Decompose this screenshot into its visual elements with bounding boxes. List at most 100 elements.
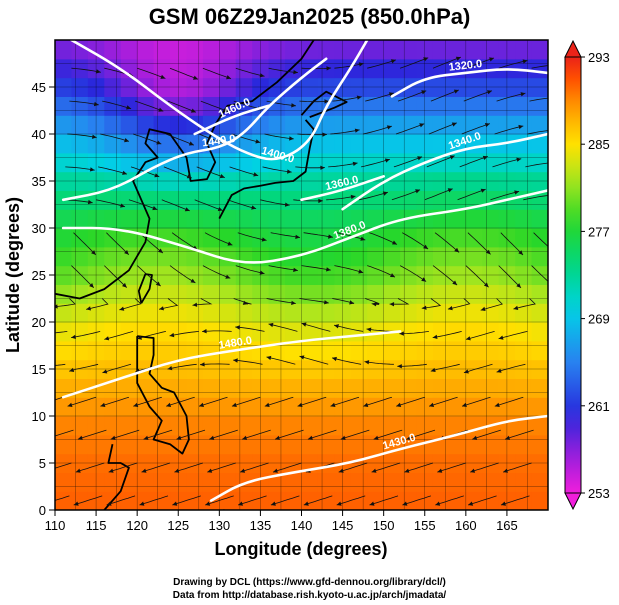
field-cell xyxy=(219,303,237,323)
field-cell xyxy=(71,359,89,379)
field-cell xyxy=(449,322,467,342)
field-cell xyxy=(350,115,368,135)
field-cell xyxy=(120,303,138,323)
field-cell xyxy=(482,303,500,323)
streamline-arrowhead xyxy=(514,190,520,195)
streamline xyxy=(336,232,366,241)
streamline-arrowhead xyxy=(141,468,147,473)
field-cell xyxy=(383,77,401,97)
field-cell xyxy=(482,96,500,116)
field-cell xyxy=(219,265,237,285)
field-cell xyxy=(515,40,533,60)
field-cell xyxy=(137,171,155,191)
field-cell xyxy=(285,491,303,510)
field-cell xyxy=(515,96,533,116)
streamline-arrowhead xyxy=(516,157,522,162)
field-cell xyxy=(367,472,385,492)
streamline-arrowhead xyxy=(324,99,329,104)
field-cell xyxy=(268,491,286,510)
streamline-arrowhead xyxy=(505,435,511,440)
streamline-arrowhead xyxy=(217,207,223,211)
field-cell xyxy=(137,340,155,361)
streamline xyxy=(77,429,107,440)
field-cell xyxy=(219,228,237,248)
field-cell xyxy=(498,397,516,417)
field-cell xyxy=(531,491,548,510)
field-cell xyxy=(334,77,352,97)
y-tick-label: 10 xyxy=(32,409,46,424)
field-cell xyxy=(383,472,401,492)
field-cell xyxy=(531,303,548,323)
streamline xyxy=(430,89,459,102)
streamline-arrowhead xyxy=(299,355,305,360)
field-cell xyxy=(531,58,548,79)
field-cell xyxy=(416,453,434,473)
field-cell xyxy=(449,134,467,154)
field-cell xyxy=(170,491,188,510)
field-cell xyxy=(104,303,122,323)
field-cell xyxy=(301,378,319,398)
streamline xyxy=(266,298,296,304)
field-cell xyxy=(317,472,335,492)
field-cell xyxy=(383,378,401,398)
field-cell xyxy=(350,96,368,116)
field-cell xyxy=(170,322,188,342)
streamline-arrowhead xyxy=(430,367,436,372)
streamline xyxy=(399,331,429,335)
field-cell xyxy=(432,96,450,116)
field-cell xyxy=(219,378,237,398)
field-cell xyxy=(170,171,188,191)
field-cell xyxy=(383,228,401,248)
field-cell xyxy=(367,96,385,116)
coastline xyxy=(300,90,348,118)
field-cell xyxy=(252,397,270,417)
streamline xyxy=(102,100,132,110)
streamline xyxy=(268,323,298,332)
field-cell xyxy=(515,303,533,323)
field-cell xyxy=(120,322,138,342)
field-cell xyxy=(55,171,73,191)
streamline-arrowhead xyxy=(318,198,323,204)
field-cell xyxy=(482,322,500,342)
streamline-arrowhead xyxy=(550,161,555,165)
streamline xyxy=(338,462,368,473)
field-cell xyxy=(465,322,483,342)
field-cell xyxy=(531,96,548,116)
field-cell xyxy=(498,171,516,191)
field-cell xyxy=(268,265,286,285)
field-cell xyxy=(137,472,155,492)
field-cell xyxy=(235,152,253,173)
streamline xyxy=(447,298,471,310)
streamline-arrowhead xyxy=(231,402,237,407)
streamline xyxy=(55,331,68,334)
streamline-arrowhead xyxy=(390,273,395,278)
streamline xyxy=(434,232,460,253)
field-cell xyxy=(71,453,89,473)
field-cell xyxy=(350,284,368,304)
field-cell xyxy=(432,491,450,510)
streamline-arrowhead xyxy=(423,244,429,249)
streamline-arrowhead xyxy=(518,250,523,255)
streamline-arrowhead xyxy=(349,300,355,305)
field-cell xyxy=(515,453,533,473)
streamline xyxy=(266,356,296,365)
field-cell xyxy=(531,378,548,398)
field-cell xyxy=(170,472,188,492)
streamline xyxy=(529,97,548,102)
streamline xyxy=(264,396,294,407)
streamline-arrowhead xyxy=(172,501,178,506)
field-cell xyxy=(186,378,204,398)
streamline xyxy=(303,232,333,238)
field-cell xyxy=(515,416,533,436)
field-cell xyxy=(301,190,319,210)
field-cell xyxy=(268,303,286,323)
streamline xyxy=(102,363,132,374)
streamline-arrowhead xyxy=(432,334,438,339)
field-cell xyxy=(317,284,335,304)
field-cell xyxy=(449,397,467,417)
streamline xyxy=(328,162,358,168)
streamline-arrowhead xyxy=(275,435,280,440)
field-cell xyxy=(317,416,335,436)
field-cell xyxy=(268,209,286,229)
y-tick-label: 5 xyxy=(39,456,46,471)
